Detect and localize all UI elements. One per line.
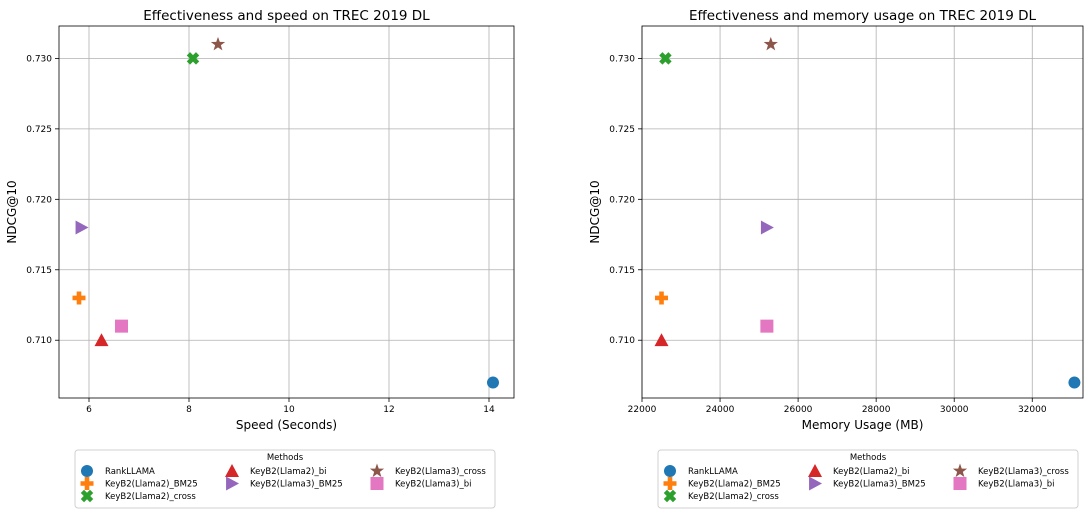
x-tick-label: 14 <box>483 405 495 415</box>
data-point-keyb2-llama2-cross <box>659 52 672 65</box>
y-axis-label: NDCG@10 <box>588 180 602 243</box>
legend-marker-keyb2-llama2-bm25 <box>663 477 677 490</box>
legend-marker-keyb2-llama3-bi <box>370 477 384 490</box>
legend-label: RankLLAMA <box>688 467 738 477</box>
chart-2: 22000 24000 26000 28000 30000 32000 0.710 0.715… <box>588 8 1084 509</box>
y-tick-label: 0.715 <box>609 266 635 276</box>
legend-label: KeyB2(Llama2)_cross <box>688 492 779 502</box>
x-axis-label: Memory Usage (MB) <box>802 418 924 432</box>
legend-label: KeyB2(Llama3)_bi <box>395 480 472 490</box>
legend-label: KeyB2(Llama2)_bi <box>833 467 910 477</box>
legend-marker-keyb2-llama3-cross <box>952 463 968 478</box>
x-tick-label: 12 <box>383 405 394 415</box>
legend-label: KeyB2(Llama2)_BM25 <box>688 480 781 490</box>
plot-frame <box>641 25 1084 399</box>
x-tick-label: 32000 <box>1018 405 1047 415</box>
legend-marker-keyb2-llama2-cross <box>80 489 94 503</box>
y-tick-label: 0.720 <box>609 195 635 205</box>
y-tick-label: 0.710 <box>609 336 635 346</box>
y-tick-label: 0.720 <box>26 195 52 205</box>
chart-title: Effectiveness and memory usage on TREC 2… <box>689 8 1037 24</box>
legend-label: KeyB2(Llama3)_bi <box>978 480 1055 490</box>
legend: Methods RankLLAMA KeyB2(Llama2)_BM25 KeyB2(… <box>74 449 496 509</box>
legend-box <box>74 449 496 509</box>
legend-marker-keyb2-llama2-bm25 <box>80 477 94 490</box>
legend-marker-keyb2-llama3-bm25 <box>226 476 239 491</box>
y-tick-label: 0.725 <box>609 125 635 135</box>
y-tick-label: 0.725 <box>26 125 52 135</box>
data-point-keyb2-llama2-bm25 <box>72 291 86 305</box>
x-tick-label: 26000 <box>784 405 813 415</box>
legend-marker-keyb2-llama3-bm25 <box>809 476 822 491</box>
legend-label: KeyB2(Llama3)_cross <box>978 467 1069 477</box>
x-tick-label: 30000 <box>940 405 969 415</box>
legend: Methods RankLLAMA KeyB2(Llama2)_BM25 KeyB2(… <box>657 449 1079 509</box>
data-point-keyb2-llama3-bm25 <box>75 220 89 235</box>
y-tick-label: 0.730 <box>26 54 52 64</box>
data-point-keyb2-llama2-bi <box>94 333 109 347</box>
data-point-keyb2-llama3-bi <box>115 319 128 333</box>
y-axis-label: NDCG@10 <box>5 180 19 243</box>
x-tick-label: 24000 <box>706 405 735 415</box>
legend-marker-rankllama <box>81 465 93 477</box>
data-point-keyb2-llama3-cross <box>210 36 226 51</box>
legend-title: Methods <box>850 453 887 463</box>
y-tick-label: 0.730 <box>609 54 635 64</box>
y-tick-label: 0.715 <box>26 266 52 276</box>
x-tick-label: 22000 <box>628 405 657 415</box>
data-point-keyb2-llama3-bi <box>760 319 774 333</box>
x-tick-label: 10 <box>283 405 295 415</box>
x-tick-label: 8 <box>186 405 192 415</box>
data-point-keyb2-llama3-cross <box>763 36 778 51</box>
legend-marker-keyb2-llama2-bi <box>225 464 239 477</box>
legend-label: KeyB2(Llama3)_BM25 <box>250 480 343 490</box>
legend-marker-keyb2-llama3-cross <box>369 463 385 478</box>
legend-label: KeyB2(Llama2)_bi <box>250 467 327 477</box>
legend-marker-keyb2-llama2-cross <box>663 489 677 503</box>
legend-marker-rankllama <box>664 465 676 477</box>
x-tick-label: 6 <box>86 405 92 415</box>
data-point-keyb2-llama2-cross <box>186 52 200 65</box>
x-tick-label: 28000 <box>862 405 891 415</box>
plot-frame <box>58 25 515 399</box>
legend-box <box>657 449 1079 509</box>
chart-title: Effectiveness and speed on TREC 2019 DL <box>143 8 430 24</box>
legend-label: KeyB2(Llama2)_cross <box>105 492 196 502</box>
data-point-rankllama <box>487 376 499 389</box>
legend-marker-keyb2-llama3-bi <box>953 477 967 490</box>
legend-marker-keyb2-llama2-bi <box>808 464 822 477</box>
data-point-keyb2-llama2-bm25 <box>655 291 669 305</box>
legend-label: KeyB2(Llama2)_BM25 <box>105 480 198 490</box>
data-point-keyb2-llama2-bi <box>654 333 669 347</box>
legend-label: KeyB2(Llama3)_cross <box>395 467 486 477</box>
legend-label: KeyB2(Llama3)_BM25 <box>833 480 926 490</box>
y-tick-label: 0.710 <box>26 336 52 346</box>
chart-1: 6 8 10 12 14 0.710 0.715 0.720 0.725 0.730 Effecti… <box>5 8 515 509</box>
x-axis-label: Speed (Seconds) <box>236 418 337 432</box>
legend-title: Methods <box>267 453 304 463</box>
legend-label: RankLLAMA <box>105 467 155 477</box>
data-point-keyb2-llama3-bm25 <box>760 220 774 235</box>
data-point-rankllama <box>1068 376 1081 389</box>
